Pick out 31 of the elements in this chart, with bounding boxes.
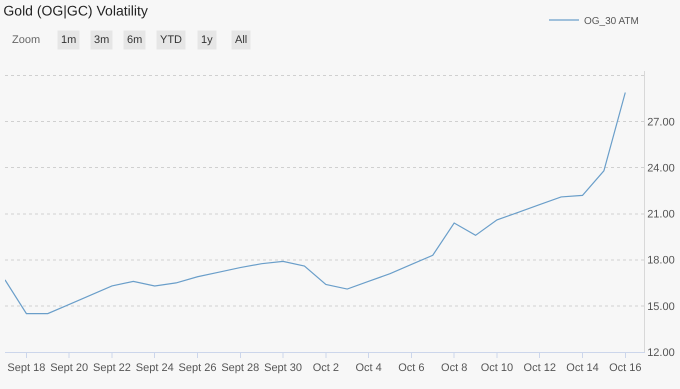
y-tick-label: 27.00 bbox=[647, 116, 675, 129]
x-tick-label: Oct 4 bbox=[355, 362, 382, 374]
x-tick-label: Oct 8 bbox=[441, 362, 468, 374]
x-tick-label: Sept 20 bbox=[50, 362, 88, 374]
x-tick-label: Sept 24 bbox=[136, 362, 174, 374]
text: 1y bbox=[201, 34, 214, 46]
x-tick-label: Oct 16 bbox=[609, 362, 642, 374]
x-tick-label: Oct 12 bbox=[524, 362, 556, 374]
x-tick-label: Sept 22 bbox=[92, 362, 131, 374]
text: All bbox=[235, 34, 248, 46]
text: Zoom bbox=[12, 34, 40, 46]
x-tick-label: Oct 10 bbox=[480, 362, 514, 374]
text: 6m bbox=[127, 34, 142, 46]
x-tick-label: Sept 26 bbox=[178, 362, 216, 374]
line-series bbox=[5, 92, 626, 314]
chart-title: Gold (OG|GC) Volatility bbox=[3, 2, 148, 19]
text: 3m bbox=[94, 34, 110, 46]
x-tick-label: Oct 6 bbox=[398, 362, 425, 374]
legend-label: OG_30 ATM bbox=[584, 16, 639, 27]
y-tick-label: 18.00 bbox=[647, 254, 675, 267]
y-tick-label: 15.00 bbox=[647, 300, 675, 313]
text: 1m bbox=[61, 34, 76, 46]
x-tick-label: Sept 28 bbox=[221, 362, 260, 374]
x-tick-label: Sept 30 bbox=[264, 362, 302, 374]
text: YTD bbox=[160, 34, 182, 46]
x-tick-label: Oct 2 bbox=[312, 362, 339, 374]
x-tick-label: Oct 14 bbox=[566, 362, 599, 374]
x-tick-label: Sept 18 bbox=[7, 362, 46, 374]
y-tick-label: 12.00 bbox=[647, 346, 675, 359]
y-tick-label: 21.00 bbox=[647, 208, 675, 221]
y-tick-label: 24.00 bbox=[647, 162, 675, 175]
